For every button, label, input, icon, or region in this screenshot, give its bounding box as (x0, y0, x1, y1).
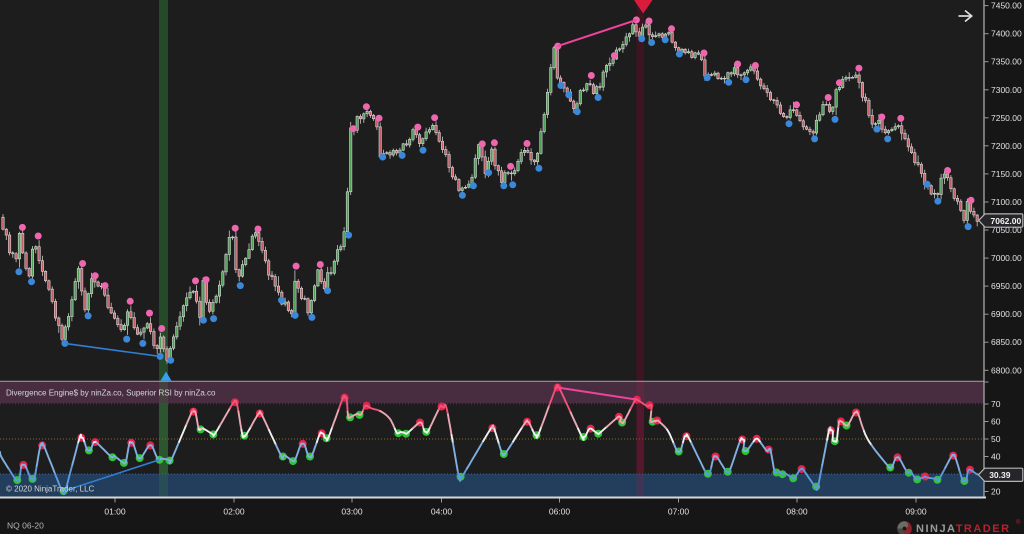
svg-text:7350.00: 7350.00 (991, 57, 1022, 67)
svg-text:NQ 06-20: NQ 06-20 (7, 521, 44, 531)
svg-text:7300.00: 7300.00 (991, 85, 1022, 95)
svg-text:50: 50 (991, 434, 1001, 444)
svg-text:6850.00: 6850.00 (991, 337, 1022, 347)
svg-text:7200.00: 7200.00 (991, 141, 1022, 151)
svg-text:7100.00: 7100.00 (991, 197, 1022, 207)
svg-text:09:00: 09:00 (905, 507, 927, 517)
svg-text:7000.00: 7000.00 (991, 253, 1022, 263)
svg-text:6900.00: 6900.00 (991, 309, 1022, 319)
svg-text:06:00: 06:00 (549, 507, 571, 517)
svg-text:6950.00: 6950.00 (991, 281, 1022, 291)
svg-text:Divergence Engine$ by ninZa.co: Divergence Engine$ by ninZa.co, Superior… (6, 389, 216, 398)
svg-text:7400.00: 7400.00 (991, 29, 1022, 39)
svg-text:04:00: 04:00 (431, 507, 453, 517)
svg-text:7062.00: 7062.00 (991, 216, 1022, 226)
svg-text:20: 20 (991, 487, 1001, 497)
svg-text:08:00: 08:00 (786, 507, 808, 517)
svg-text:03:00: 03:00 (341, 507, 363, 517)
svg-text:®: ® (1016, 519, 1021, 526)
svg-text:07:00: 07:00 (668, 507, 690, 517)
svg-text:30.39: 30.39 (989, 470, 1011, 480)
svg-text:70: 70 (991, 399, 1001, 409)
svg-text:7150.00: 7150.00 (991, 169, 1022, 179)
svg-text:40: 40 (991, 452, 1001, 462)
svg-text:7250.00: 7250.00 (991, 113, 1022, 123)
svg-text:60: 60 (991, 417, 1001, 427)
svg-text:7050.00: 7050.00 (991, 225, 1022, 235)
svg-text:© 2020 NinjaTrader, LLC: © 2020 NinjaTrader, LLC (6, 485, 95, 494)
svg-text:NINJATRADER: NINJATRADER (916, 523, 1011, 534)
svg-text:6800.00: 6800.00 (991, 365, 1022, 375)
svg-text:01:00: 01:00 (104, 507, 126, 517)
svg-text:7450.00: 7450.00 (991, 1, 1022, 11)
svg-text:02:00: 02:00 (223, 507, 245, 517)
